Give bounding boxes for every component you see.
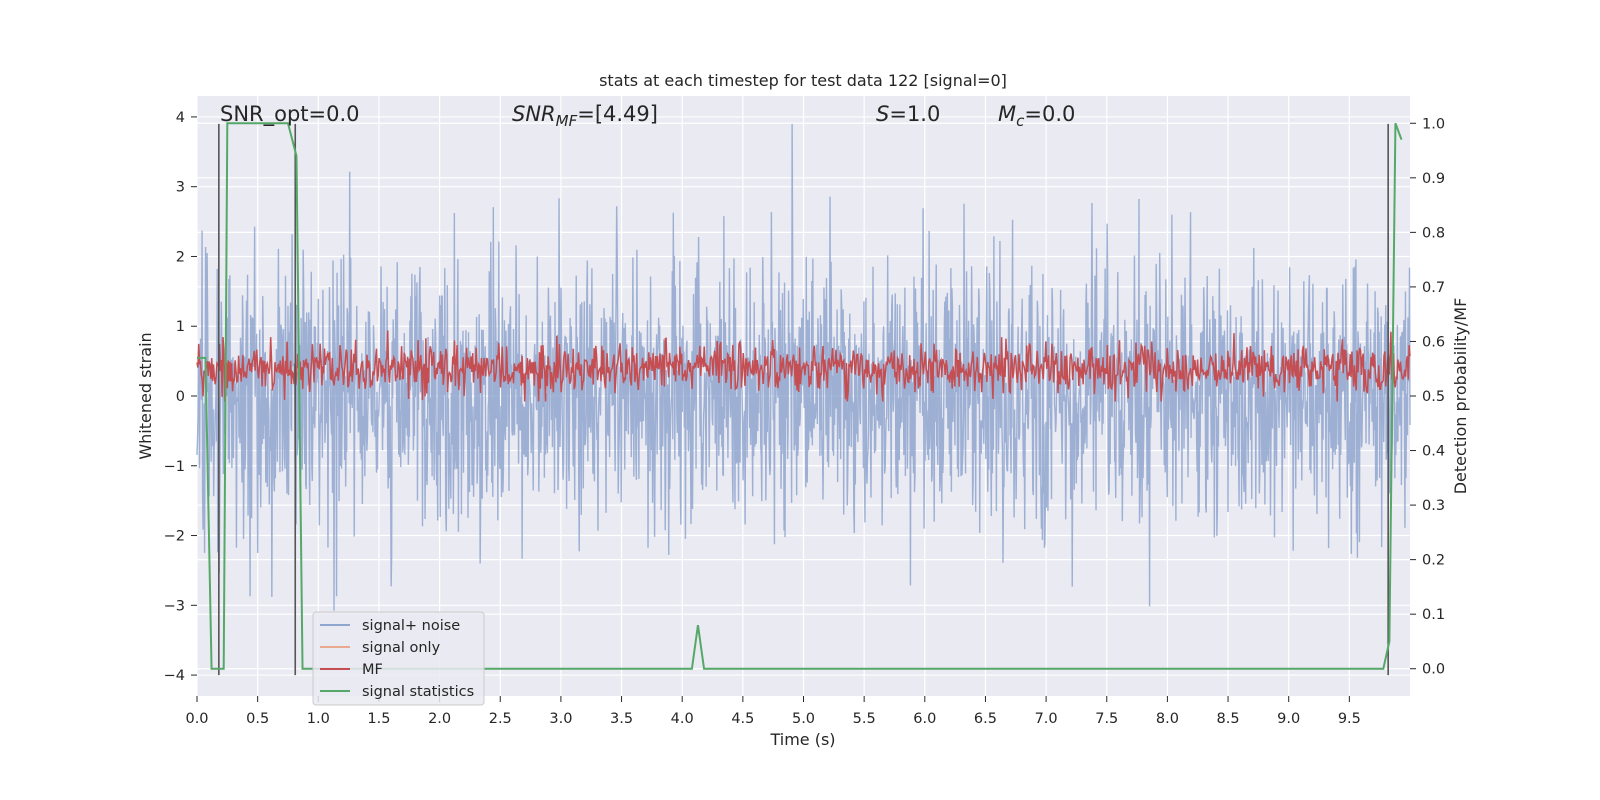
y-tick-label-left: 4 — [176, 110, 185, 126]
x-tick-label: 5.0 — [792, 711, 815, 727]
y-tick-label-left: −4 — [164, 668, 185, 684]
annotation-s-value: =1.0 — [889, 102, 940, 126]
x-tick-label: 2.5 — [489, 711, 512, 727]
x-tick-label: 3.0 — [549, 711, 572, 727]
x-axis-label: Time (s) — [769, 730, 835, 749]
x-tick-label: 0.0 — [185, 711, 208, 727]
annotation-mc-value: =0.0 — [1024, 102, 1075, 126]
legend-label-signal-statistics: signal statistics — [362, 684, 474, 700]
y-tick-label-right: 1.0 — [1422, 116, 1445, 132]
y-tick-label-right: 0.8 — [1422, 225, 1445, 241]
x-tick-label: 8.0 — [1156, 711, 1179, 727]
y-tick-label-left: 1 — [176, 319, 185, 335]
y-tick-label-right: 0.7 — [1422, 280, 1445, 296]
x-tick-label: 9.5 — [1338, 711, 1361, 727]
x-tick-label: 4.0 — [671, 711, 694, 727]
y-tick-label-right: 0.4 — [1422, 444, 1445, 460]
y-tick-label-left: 3 — [176, 180, 185, 196]
annotation-snr-mf-main: SNR — [512, 102, 556, 126]
chart-title: stats at each timestep for test data 122… — [599, 71, 1007, 90]
annotation-s-main: S — [876, 102, 889, 126]
series-mf-line — [196, 330, 1411, 402]
annotation-mc: Mc=0.0 — [998, 102, 1075, 130]
x-tick-label: 9.0 — [1277, 711, 1300, 727]
x-tick-label: 7.5 — [1095, 711, 1118, 727]
legend-label-signal-only: signal only — [362, 640, 441, 656]
x-tick-label: 7.0 — [1035, 711, 1058, 727]
annotation-mc-sub: c — [1016, 112, 1025, 130]
legend-label-noise: signal+ noise — [362, 618, 460, 634]
x-tick-label: 6.0 — [913, 711, 936, 727]
y-tick-label-left: −1 — [164, 459, 185, 475]
y-tick-label-left: 2 — [176, 249, 185, 265]
annotation-s: S=1.0 — [876, 102, 940, 126]
axes-layer: 0.0 0.5 1.0 1.5 2.0 2.5 3.0 3.5 4.0 4.5 5.0 5.5 6.0 6… — [164, 110, 1445, 727]
y-tick-label-right: 0.9 — [1422, 171, 1445, 187]
x-tick-label: 3.5 — [610, 711, 633, 727]
annotation-snr-mf: SNRMF=[4.49] — [512, 102, 658, 130]
legend: signal+ noise signal only MF signal stat… — [312, 611, 485, 706]
y-tick-label-right: 0.5 — [1422, 389, 1445, 405]
series-signal-statistics-line — [197, 122, 1403, 670]
legend-label-mf: MF — [362, 662, 383, 678]
y-tick-label-right: 0.3 — [1422, 498, 1445, 514]
y-tick-label-left: 0 — [176, 389, 185, 405]
x-tick-label: 1.5 — [367, 711, 390, 727]
y-tick-label-right: 0.6 — [1422, 334, 1445, 350]
y-tick-label-left: −3 — [164, 598, 185, 614]
y-tick-label-left: −2 — [164, 529, 185, 545]
annotation-snr-mf-sub: MF — [556, 112, 578, 130]
x-tick-label: 5.5 — [853, 711, 876, 727]
annotation-mc-main: M — [998, 102, 1016, 126]
legend-box — [312, 611, 485, 706]
x-tick-label: 2.0 — [428, 711, 451, 727]
series-layer — [196, 122, 1411, 676]
y-axis-label-right: Detection probability/MF — [1451, 298, 1470, 495]
y-tick-label-right: 0.1 — [1422, 607, 1445, 623]
y-axis-label-left: Whitened strain — [136, 332, 155, 459]
x-tick-label: 6.5 — [974, 711, 997, 727]
annotation-snr-mf-value: =[4.49] — [577, 102, 658, 126]
x-tick-label: 4.5 — [731, 711, 754, 727]
x-tick-label: 0.5 — [246, 711, 269, 727]
series-signal-noise-line — [196, 123, 1411, 611]
y-tick-label-right: 0.0 — [1422, 662, 1445, 678]
x-tick-label: 8.5 — [1217, 711, 1240, 727]
annotation-snr-opt: SNR_opt=0.0 — [220, 102, 360, 127]
y-tick-label-right: 0.2 — [1422, 553, 1445, 569]
x-tick-label: 1.0 — [307, 711, 330, 727]
